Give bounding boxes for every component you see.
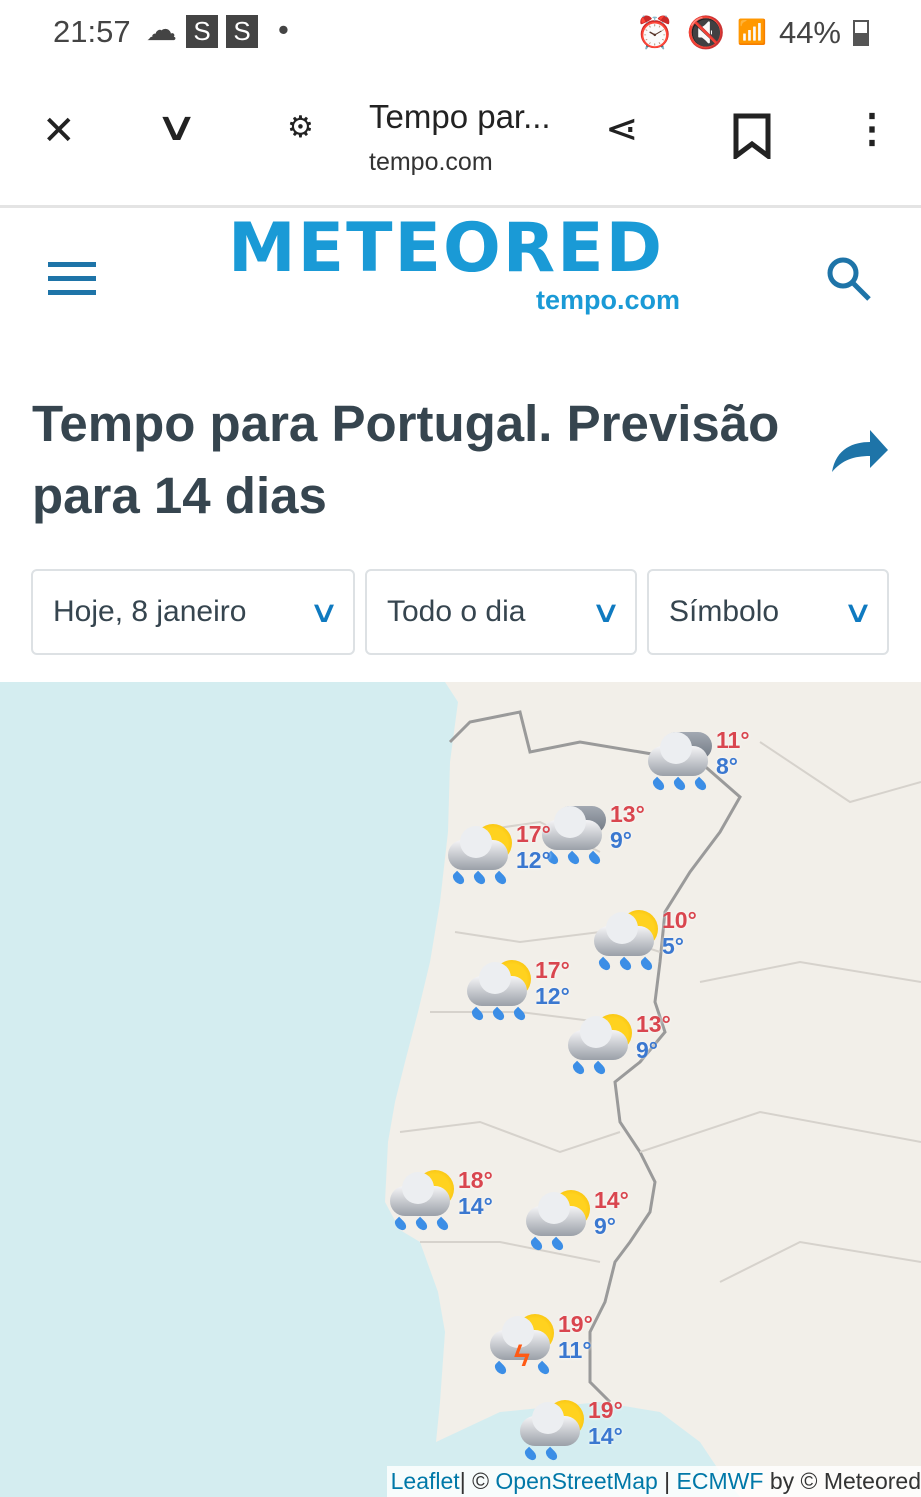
more-options-icon[interactable]: ⋮ — [852, 107, 892, 151]
dot-icon: • — [278, 12, 289, 47]
weather-marker[interactable]: 14° 9° — [524, 1186, 684, 1256]
sun-rain-icon — [465, 956, 535, 1026]
sun-rain-icon — [518, 1396, 588, 1466]
map-base — [385, 682, 921, 1497]
browser-toolbar — [0, 70, 921, 208]
max-temp: 10° — [662, 907, 697, 933]
meteored-logo[interactable]: METEORED — [228, 209, 665, 288]
sun-rain-icon — [446, 820, 516, 890]
weather-map[interactable]: 11° 8° 13° 9° 17° 12° 10° 5° 17° 12° 13° 9° 18… — [0, 682, 921, 1497]
notification-icon: S — [226, 15, 258, 48]
close-icon[interactable]: ✕ — [42, 109, 76, 153]
bookmark-icon[interactable] — [733, 113, 771, 159]
clock: 21:57 — [53, 14, 131, 49]
attribution-text: by © Meteored — [769, 1468, 921, 1494]
min-temp: 9° — [610, 827, 632, 853]
sun-storm-icon: ϟ — [488, 1310, 558, 1380]
search-icon[interactable] — [825, 255, 873, 303]
tab-title: Tempo par... — [369, 98, 551, 135]
cloud-icon: ☁ — [146, 12, 177, 47]
ecmwf-link[interactable]: ECMWF — [676, 1468, 764, 1494]
min-temp: 9° — [636, 1037, 658, 1063]
share-arrow-icon[interactable] — [830, 428, 890, 476]
status-bar: 21:57 ☁ S S • ⏰ 🔇 📶 44% — [0, 0, 921, 70]
min-temp: 5° — [662, 933, 684, 959]
logo-subtitle: tempo.com — [536, 285, 681, 315]
chevron-down-icon: ∨ — [308, 595, 340, 629]
min-temp: 11° — [558, 1337, 592, 1363]
mute-icon: 🔇 — [686, 15, 726, 50]
max-temp: 17° — [535, 957, 570, 983]
min-temp: 12° — [535, 983, 570, 1009]
min-temp: 9° — [594, 1213, 616, 1239]
notification-icon: S — [186, 15, 218, 48]
tab-url: tempo.com — [369, 148, 493, 176]
separator: | © — [459, 1468, 490, 1494]
mode-select-value: Símbolo — [669, 595, 780, 628]
max-temp: 14° — [594, 1187, 629, 1213]
page-title: Tempo para Portugal. Previsão para 14 di… — [32, 395, 780, 524]
sun-rain-icon — [388, 1166, 458, 1236]
battery-text: 44% — [778, 14, 841, 50]
period-select[interactable]: Todo o dia ∨ — [365, 569, 637, 655]
max-temp: 13° — [610, 801, 645, 827]
weather-marker[interactable]: ϟ 19° 11° — [488, 1310, 648, 1380]
weather-marker[interactable]: 18° 14° — [388, 1166, 548, 1236]
period-select-value: Todo o dia — [387, 595, 526, 628]
osm-link[interactable]: OpenStreetMap — [495, 1468, 658, 1494]
date-select[interactable]: Hoje, 8 janeiro ∨ — [31, 569, 355, 655]
battery-icon — [853, 19, 869, 46]
date-select-value: Hoje, 8 janeiro — [53, 595, 247, 628]
map-attribution: Leaflet| © OpenStreetMap | ECMWF by © Me… — [386, 1466, 921, 1497]
heavy-rain-icon — [540, 800, 610, 870]
max-temp: 13° — [636, 1011, 671, 1037]
menu-icon[interactable] — [48, 262, 96, 296]
weather-marker[interactable]: 17° 12° — [465, 956, 625, 1026]
heavy-rain-icon — [646, 726, 716, 796]
chevron-down-icon: ∨ — [842, 595, 874, 629]
mode-select[interactable]: Símbolo ∨ — [647, 569, 889, 655]
max-temp: 11° — [716, 727, 750, 753]
weather-marker[interactable]: 11° 8° — [646, 726, 806, 796]
chevron-down-icon: ∨ — [590, 595, 622, 629]
weather-marker[interactable]: 13° 9° — [566, 1010, 726, 1080]
min-temp: 8° — [716, 753, 738, 779]
min-temp: 12° — [516, 847, 551, 873]
alarm-icon: ⏰ — [635, 15, 675, 50]
weather-marker[interactable]: 19° 14° — [518, 1396, 678, 1466]
chevron-down-icon[interactable]: ∨ — [154, 105, 199, 149]
max-temp: 19° — [558, 1311, 593, 1337]
sun-rain-icon — [524, 1186, 594, 1256]
max-temp: 19° — [588, 1397, 623, 1423]
country-border — [448, 710, 742, 1404]
wifi-icon: 📶 — [737, 19, 767, 46]
max-temp: 18° — [458, 1167, 493, 1193]
leaflet-link[interactable]: Leaflet — [390, 1468, 460, 1494]
weather-marker[interactable]: 17° 12° — [446, 820, 606, 890]
min-temp: 14° — [458, 1193, 493, 1219]
sun-rain-icon — [566, 1010, 636, 1080]
min-temp: 14° — [588, 1423, 623, 1449]
share-icon[interactable]: ⋖ — [605, 107, 639, 151]
site-settings-icon[interactable]: ⚙ — [287, 111, 314, 144]
land — [385, 682, 921, 1497]
sun-rain-icon — [592, 906, 662, 976]
weather-marker[interactable]: 10° 5° — [592, 906, 752, 976]
weather-marker[interactable]: 13° 9° — [540, 800, 700, 870]
max-temp: 17° — [516, 821, 551, 847]
